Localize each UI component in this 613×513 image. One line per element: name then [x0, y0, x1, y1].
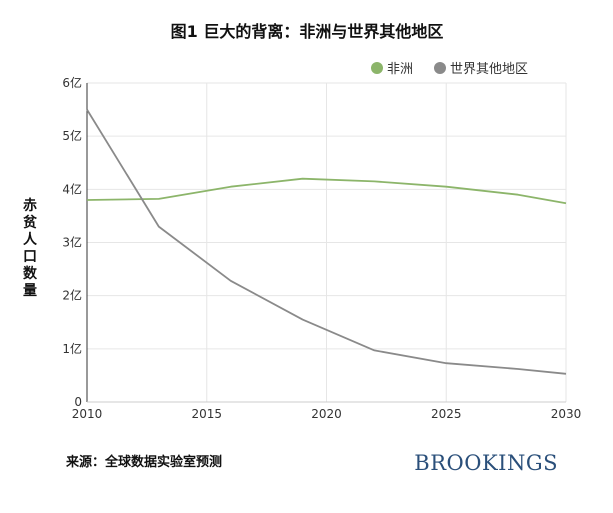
y-tick-label: 0 [74, 395, 82, 409]
series-lines [86, 109, 567, 375]
chart-title: 图1 巨大的背离：非洲与世界其他地区 [171, 22, 444, 41]
y-axis-label: 赤贫人口数量 [23, 198, 38, 299]
x-tick-label: 2030 [551, 407, 582, 421]
x-tick-label: 2025 [431, 407, 462, 421]
y-axis-ticks: 0 1亿 2亿 3亿 4亿 5亿 6亿 [62, 75, 82, 409]
axes [86, 83, 566, 403]
y-tick-label: 3亿 [62, 235, 82, 250]
y-tick-label: 4亿 [62, 181, 82, 196]
legend-marker [434, 62, 446, 74]
y-tick-label: 1亿 [62, 341, 82, 356]
legend-label: 非洲 [387, 62, 413, 77]
source-note: 来源：全球数据实验室预测 [65, 454, 222, 470]
x-tick-label: 2020 [311, 407, 342, 421]
legend-marker [371, 62, 383, 74]
legend-label: 世界其他地区 [450, 62, 528, 77]
legend: 非洲 世界其他地区 [371, 62, 528, 77]
y-tick-label: 5亿 [62, 128, 82, 143]
brookings-logo: BROOKINGS [414, 451, 558, 475]
x-axis-ticks: 2010 2015 2020 2025 2030 [72, 407, 582, 421]
y-tick-label: 2亿 [62, 288, 82, 303]
x-tick-label: 2015 [191, 407, 222, 421]
series-line [86, 109, 567, 375]
y-tick-label: 6亿 [62, 75, 82, 90]
gridlines [87, 82, 567, 402]
x-tick-label: 2010 [72, 407, 103, 421]
series-line [86, 177, 567, 205]
